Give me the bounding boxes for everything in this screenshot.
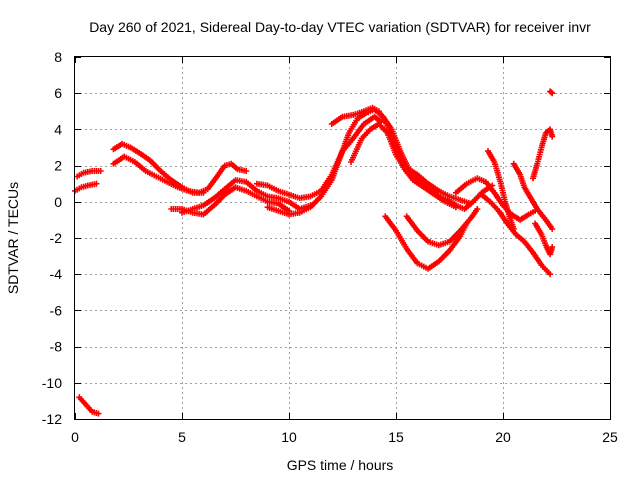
series-track-q <box>510 160 556 232</box>
series-track-k <box>348 121 459 211</box>
y-tick-label: 2 <box>54 158 62 174</box>
y-axis-label: SDTVAR / TECUs <box>5 182 21 294</box>
series-track-g <box>179 177 314 216</box>
y-tick-label: 0 <box>54 194 62 210</box>
x-tick-label: 10 <box>281 429 297 445</box>
series-track-o <box>485 148 517 232</box>
series-track-r <box>530 126 556 182</box>
marker-cloud <box>382 213 470 272</box>
series-track-s <box>547 88 556 97</box>
marker-cloud <box>110 140 207 196</box>
series-track-d <box>110 140 207 196</box>
y-tick-label: 4 <box>54 121 62 137</box>
y-tick-label: -4 <box>50 266 63 282</box>
plot-frame <box>74 56 611 420</box>
y-tick-label: -2 <box>50 230 63 246</box>
chart-title: Day 260 of 2021, Sidereal Day-to-day VTE… <box>89 19 591 35</box>
series-track-a <box>72 180 100 194</box>
x-tick-label: 25 <box>602 429 618 445</box>
marker-cloud <box>348 121 459 211</box>
y-tick-label: -8 <box>50 339 63 355</box>
y-tick-label: 8 <box>54 49 62 65</box>
series-track-e <box>110 153 250 196</box>
marker-cloud <box>485 148 517 232</box>
marker-cloud <box>530 126 556 182</box>
marker-cloud <box>179 177 314 216</box>
y-tick-labels: 8 6 4 2 0 -2 -4 -6 -8 -10 -12 <box>42 49 62 427</box>
series-track-l <box>382 213 470 272</box>
series-track-h <box>253 113 384 202</box>
data-marks <box>72 88 556 417</box>
x-axis-label: GPS time / hours <box>287 457 394 473</box>
y-tick-label: -10 <box>42 375 62 391</box>
x-tick-label: 5 <box>178 429 186 445</box>
y-tick-label: 6 <box>54 85 62 101</box>
marker-cloud <box>478 191 554 278</box>
y-tick-label: -12 <box>42 411 62 427</box>
marker-cloud <box>532 220 556 258</box>
marker-cloud <box>547 88 556 97</box>
marker-cloud <box>253 113 384 202</box>
series-track-p <box>478 191 554 278</box>
axis-ticks <box>75 57 611 420</box>
series-track-c <box>76 394 102 417</box>
marker-cloud <box>403 206 481 249</box>
grid-lines <box>75 57 610 419</box>
x-tick-labels: 0 5 10 15 20 25 <box>71 429 618 445</box>
x-tick-label: 20 <box>495 429 511 445</box>
series-track-b <box>74 168 104 180</box>
x-tick-label: 0 <box>71 429 79 445</box>
marker-cloud <box>74 168 104 180</box>
marker-cloud <box>510 160 556 232</box>
marker-cloud <box>110 153 250 196</box>
x-tick-label: 15 <box>388 429 404 445</box>
series-track-m <box>403 206 481 249</box>
marker-cloud <box>72 180 100 194</box>
y-tick-label: -6 <box>50 302 63 318</box>
series-track-t <box>532 220 556 258</box>
marker-cloud <box>76 394 102 417</box>
